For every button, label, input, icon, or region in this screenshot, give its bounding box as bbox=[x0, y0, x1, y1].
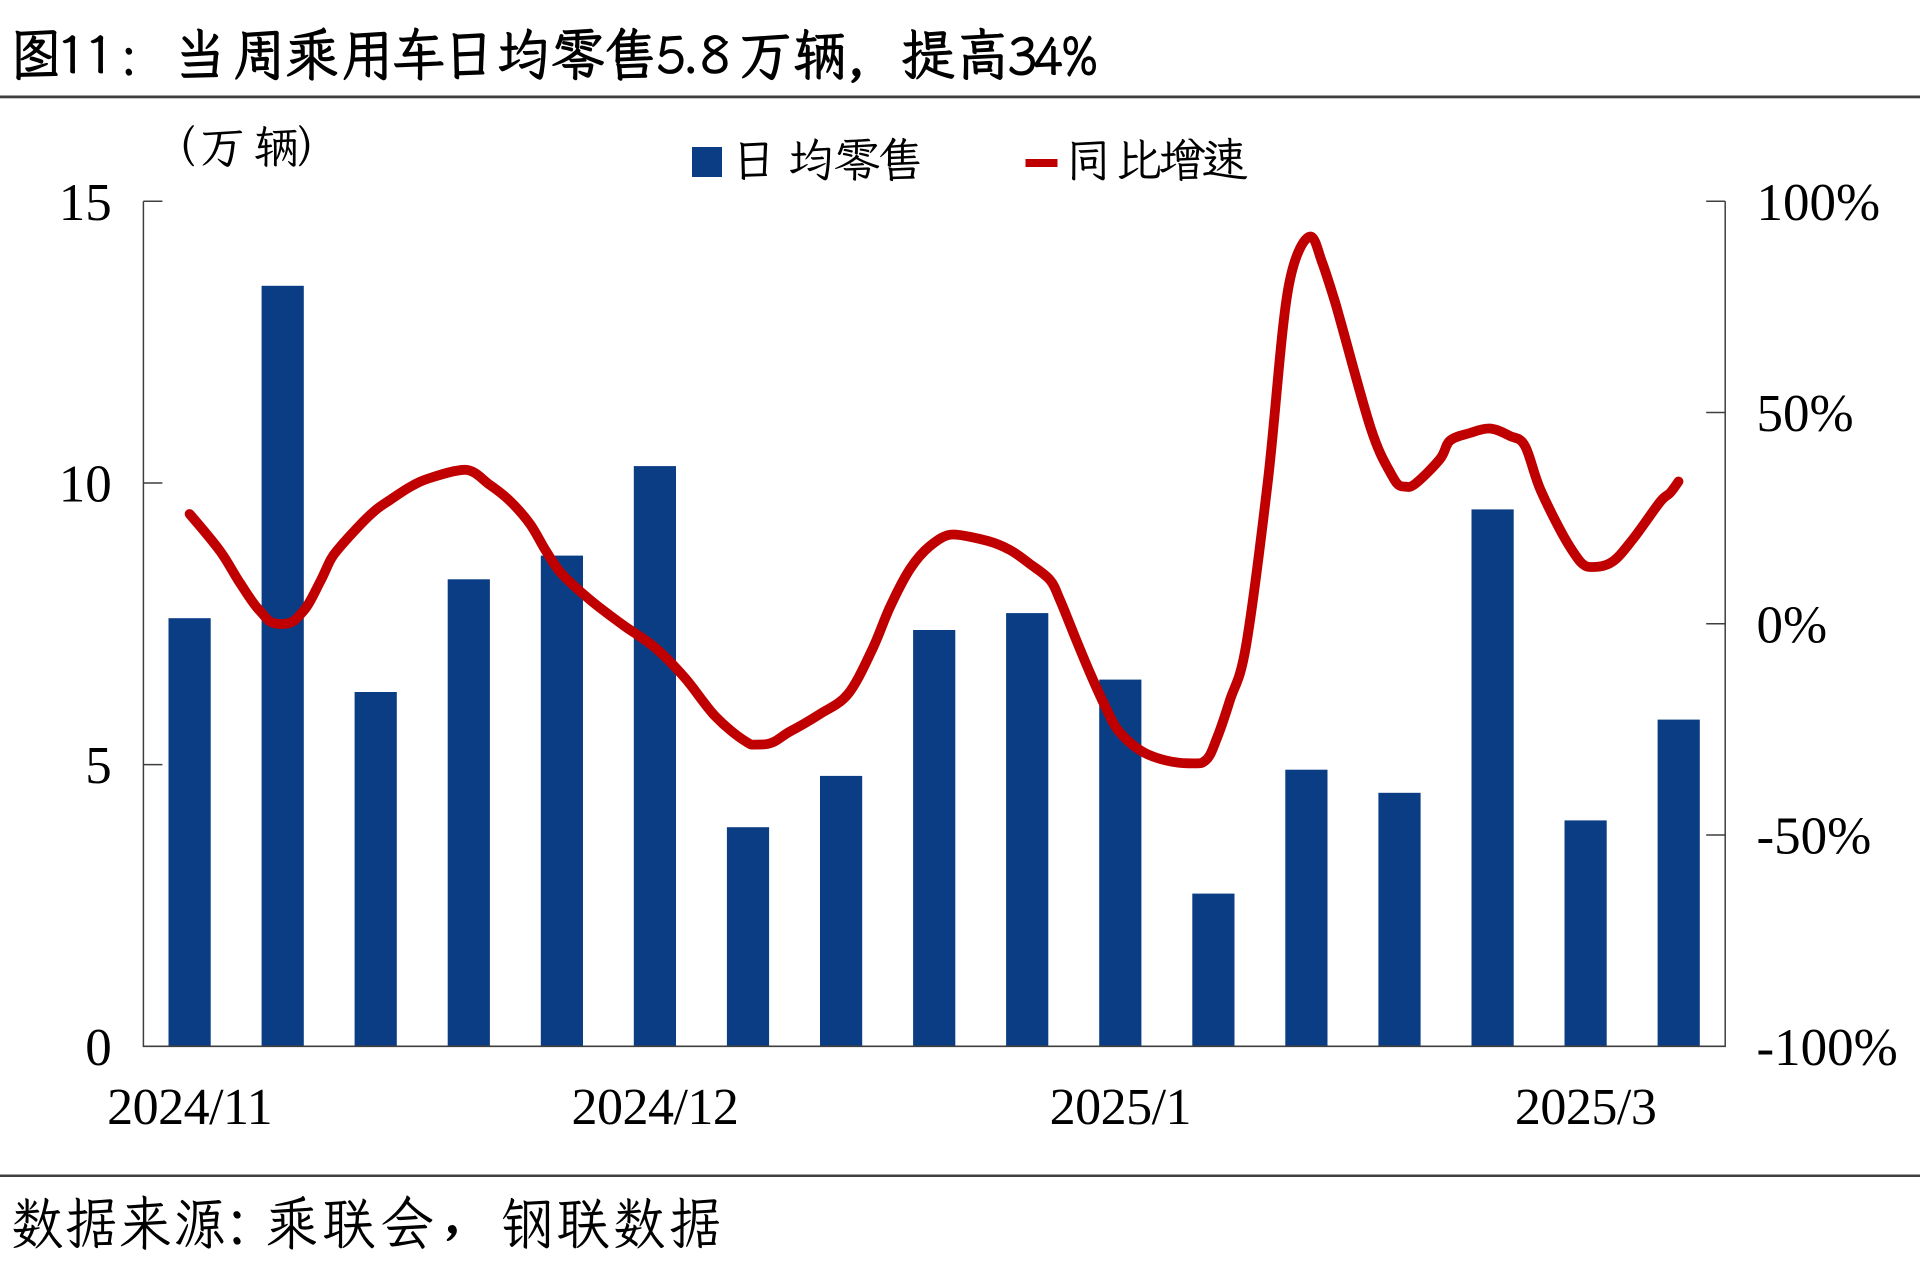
svg-text:15: 15 bbox=[59, 174, 112, 232]
svg-text:5: 5 bbox=[85, 737, 112, 795]
svg-text:2024/11: 2024/11 bbox=[107, 1079, 272, 1136]
svg-text:10: 10 bbox=[59, 456, 112, 514]
svg-text:0%: 0% bbox=[1757, 596, 1828, 654]
svg-text:0: 0 bbox=[85, 1019, 112, 1077]
svg-text:2025/1: 2025/1 bbox=[1050, 1079, 1191, 1136]
svg-text:50%: 50% bbox=[1757, 385, 1854, 443]
svg-text:2024/12: 2024/12 bbox=[571, 1079, 738, 1136]
svg-text:100%: 100% bbox=[1757, 174, 1881, 232]
svg-text:2025/3: 2025/3 bbox=[1515, 1079, 1656, 1136]
svg-text:-100%: -100% bbox=[1757, 1019, 1898, 1077]
svg-text:-50%: -50% bbox=[1757, 808, 1872, 866]
